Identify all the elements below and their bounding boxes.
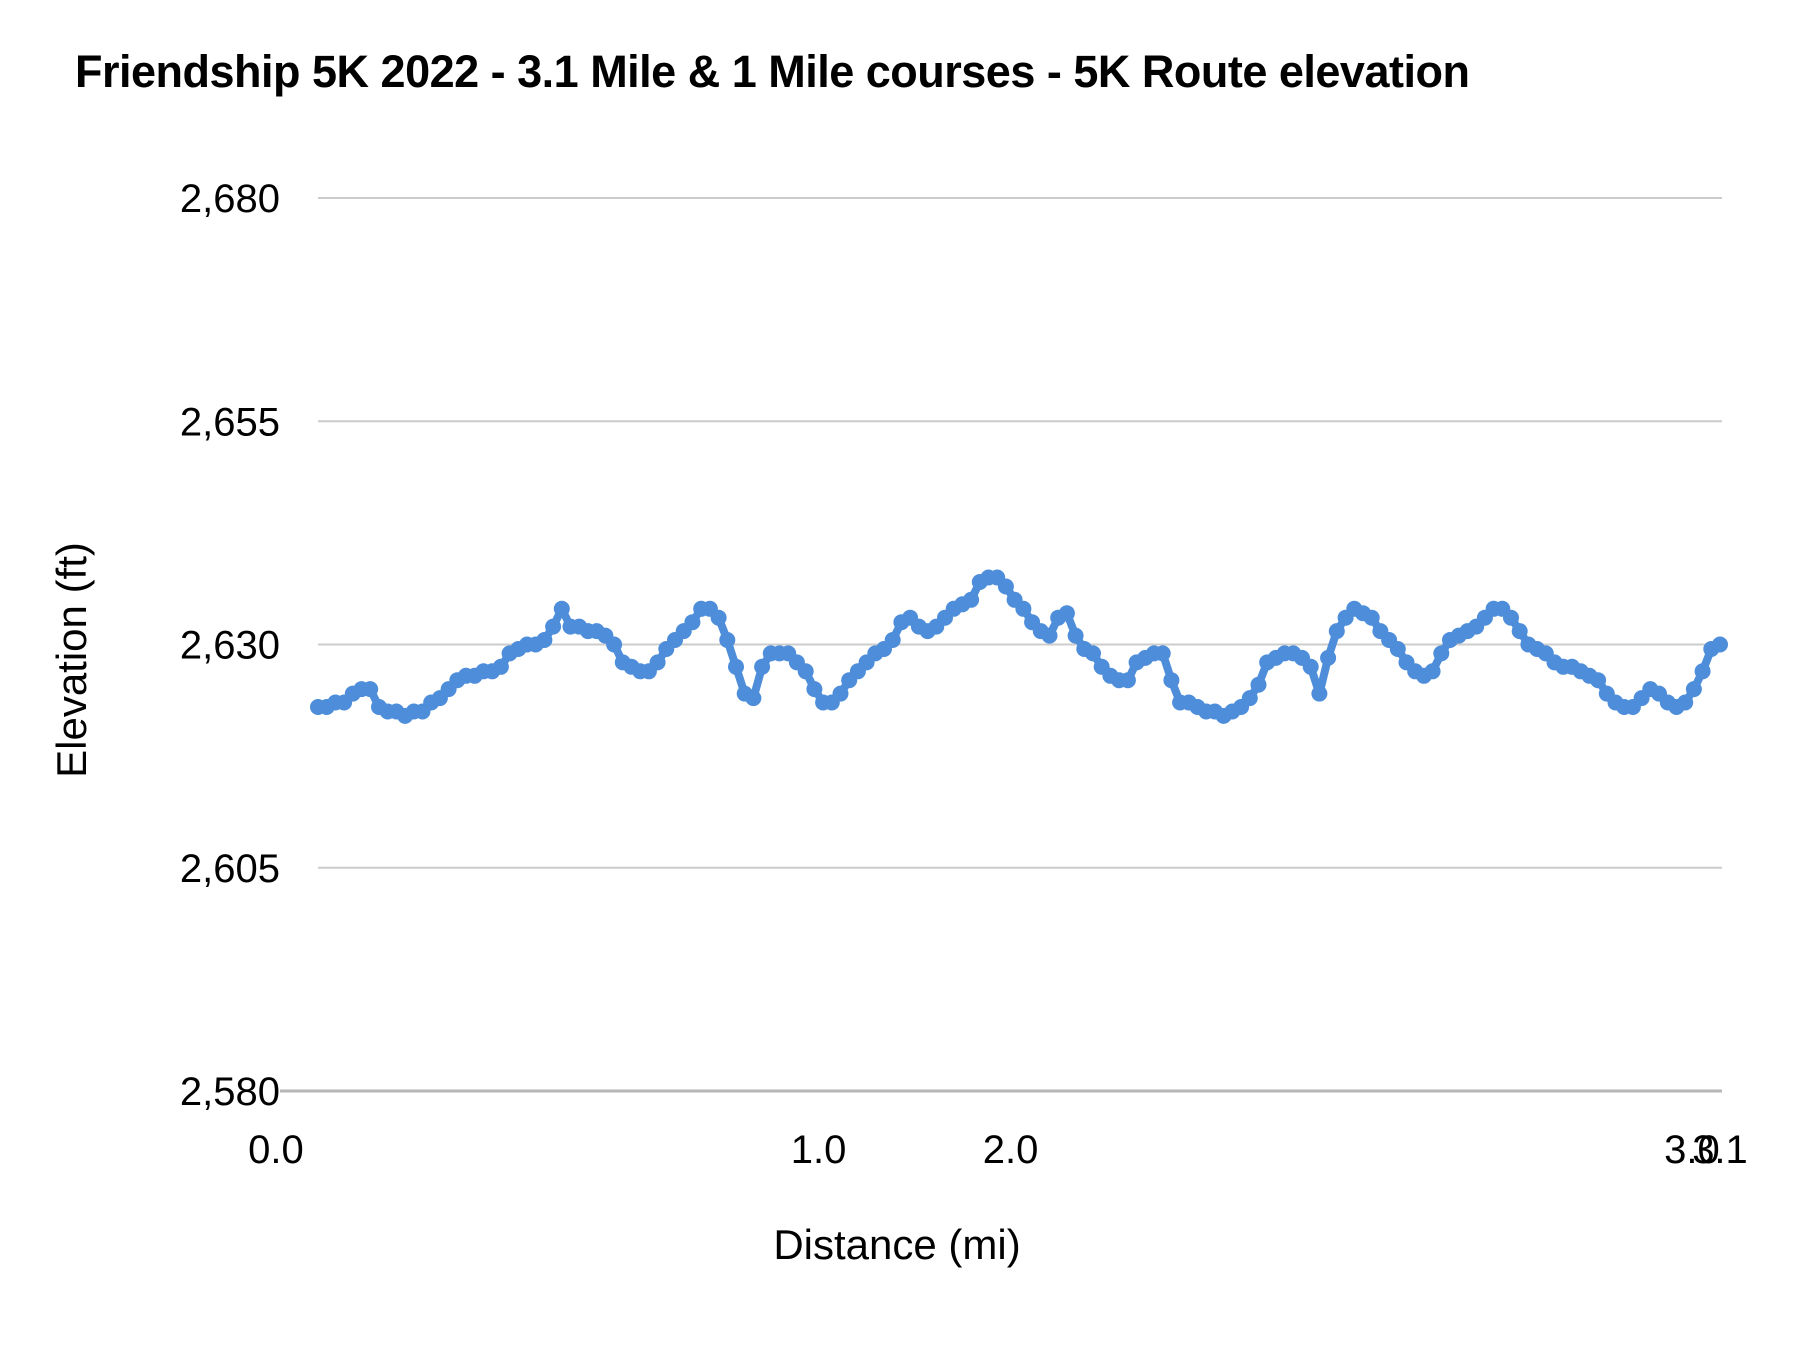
elevation-data-point (1328, 623, 1345, 640)
elevation-data-point (754, 658, 771, 675)
elevation-data-point (1694, 663, 1711, 680)
elevation-data-point (606, 636, 623, 653)
elevation-data-point (1677, 694, 1694, 711)
elevation-data-point (1503, 609, 1519, 626)
x-tick-label: 0.0 (248, 1128, 304, 1172)
y-tick-label: 2,680 (180, 177, 280, 221)
y-tick-label: 2,580 (180, 1070, 280, 1114)
elevation-data-point (362, 681, 379, 698)
elevation-data-point (963, 591, 980, 608)
x-axis-title: Distance (mi) (773, 1221, 1021, 1268)
x-tick-label: 3.1 (1692, 1128, 1748, 1172)
elevation-data-point (545, 618, 562, 635)
elevation-data-point (1250, 676, 1267, 693)
elevation-data-point (1311, 685, 1328, 702)
y-tick-label: 2,605 (180, 847, 280, 891)
chart-title: Friendship 5K 2022 - 3.1 Mile & 1 Mile c… (75, 46, 1470, 97)
x-tick-label: 3.0 (1664, 1128, 1720, 1172)
elevation-data-point (1058, 605, 1075, 622)
elevation-data-point (1320, 649, 1337, 666)
elevation-data-point (806, 681, 823, 698)
x-tick-label: 1.0 (791, 1128, 847, 1172)
elevation-data-point (1424, 663, 1441, 680)
elevation-data-point (1712, 636, 1728, 653)
x-tick-label: 2.0 (983, 1128, 1039, 1172)
elevation-data-point (492, 658, 509, 675)
elevation-data-point (649, 654, 666, 671)
elevation-data-point (1685, 681, 1702, 698)
elevation-data-point (1511, 623, 1528, 640)
elevation-data-point (553, 600, 570, 617)
elevation-data-point (1163, 672, 1180, 689)
elevation-data-point (684, 614, 701, 631)
elevation-data-point (832, 685, 849, 702)
elevation-data-point (884, 632, 901, 648)
elevation-data-point (1590, 672, 1607, 689)
elevation-data-point (1389, 641, 1406, 657)
elevation-data-point (710, 609, 727, 626)
elevation-data-point (536, 632, 553, 648)
elevation-data-point (1154, 645, 1171, 662)
elevation-data-point (1119, 672, 1136, 689)
elevation-data-point (745, 690, 762, 707)
y-tick-label: 2,655 (180, 400, 280, 444)
elevation-data-point (728, 658, 744, 675)
elevation-data-point (1241, 690, 1258, 707)
elevation-data-point (1302, 658, 1319, 675)
elevation-data-point (719, 632, 736, 648)
elevation-data-point (1067, 627, 1084, 644)
elevation-data-point (1015, 600, 1032, 617)
y-tick-label: 2,630 (180, 624, 280, 668)
elevation-data-point (1041, 627, 1058, 644)
elevation-data-point (1085, 645, 1101, 662)
elevation-data-point (1433, 645, 1450, 662)
elevation-data-point (997, 578, 1014, 595)
elevation-data-point (797, 663, 814, 680)
elevation-data-point (1363, 609, 1380, 626)
